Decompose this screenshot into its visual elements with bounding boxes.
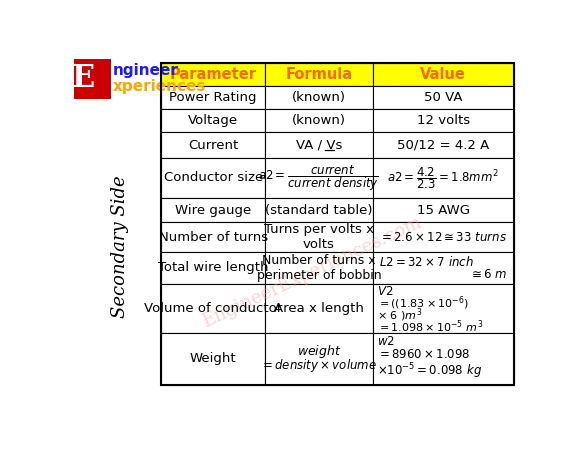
Bar — [265, 222, 373, 252]
Bar — [161, 158, 265, 198]
Bar — [161, 86, 265, 109]
Text: $= ((1.83 \times 10^{-6})$: $= ((1.83 \times 10^{-6})$ — [377, 295, 469, 312]
Text: Current: Current — [188, 138, 238, 152]
Text: Area x length: Area x length — [274, 302, 364, 315]
Bar — [373, 86, 514, 109]
Bar — [161, 222, 265, 252]
Text: $w2$: $w2$ — [377, 335, 395, 348]
Text: Formula: Formula — [285, 67, 353, 82]
Text: (standard table): (standard table) — [265, 204, 373, 217]
Text: 12 volts: 12 volts — [416, 114, 470, 128]
Bar — [265, 63, 373, 86]
Text: Voltage: Voltage — [188, 114, 238, 128]
Bar — [265, 158, 373, 198]
Text: 50 VA: 50 VA — [424, 91, 463, 104]
Bar — [373, 109, 514, 132]
Text: $\mathit{= density \times volume}$: $\mathit{= density \times volume}$ — [260, 357, 377, 374]
Text: $\mathit{weight}$: $\mathit{weight}$ — [297, 343, 341, 360]
Text: (known): (known) — [292, 91, 346, 104]
Text: $\mathit{a2} = \dfrac{\mathit{current}}{\mathit{current\ density}}$: $\mathit{a2} = \dfrac{\mathit{current}}{… — [259, 163, 380, 192]
Bar — [161, 333, 265, 385]
Bar — [265, 109, 373, 132]
Bar — [161, 109, 265, 132]
Bar — [373, 63, 514, 86]
Text: $a2 = \dfrac{4.2}{2.3} = 1.8mm^2$: $a2 = \dfrac{4.2}{2.3} = 1.8mm^2$ — [387, 165, 499, 191]
Text: VA / Vs: VA / Vs — [295, 138, 342, 152]
Bar — [265, 333, 373, 385]
Text: Weight: Weight — [190, 352, 237, 365]
Text: Total wire length: Total wire length — [158, 261, 268, 274]
Text: $\times\ 6\ )m^3$: $\times\ 6\ )m^3$ — [377, 307, 423, 324]
Bar — [373, 198, 514, 222]
Text: $= 1.098 \times 10^{-5}\ m^3$: $= 1.098 \times 10^{-5}\ m^3$ — [377, 319, 484, 336]
Text: Secondary Side: Secondary Side — [111, 176, 130, 319]
Bar — [161, 198, 265, 222]
Bar — [161, 63, 265, 86]
Bar — [161, 284, 265, 333]
Text: Volume of conductor: Volume of conductor — [144, 302, 282, 315]
Text: Wire gauge: Wire gauge — [175, 204, 251, 217]
Text: E: E — [71, 63, 94, 94]
Text: (known): (known) — [292, 114, 346, 128]
Text: Value: Value — [420, 67, 466, 82]
Text: xperiences: xperiences — [112, 79, 206, 94]
Text: 50/12 = 4.2 A: 50/12 = 4.2 A — [397, 138, 490, 152]
Bar — [265, 284, 373, 333]
Text: $V2$: $V2$ — [377, 285, 394, 298]
Bar — [373, 222, 514, 252]
Text: Parameter: Parameter — [170, 67, 257, 82]
Text: $\cong 6\ \mathit{m}$: $\cong 6\ \mathit{m}$ — [469, 267, 507, 281]
Text: $= 8960 \times 1.098$: $= 8960 \times 1.098$ — [377, 348, 471, 362]
Bar — [74, 59, 111, 99]
Bar — [161, 63, 514, 385]
Text: Turns per volts x
volts: Turns per volts x volts — [264, 223, 374, 251]
Bar — [265, 198, 373, 222]
Text: Power Rating: Power Rating — [169, 91, 257, 104]
Bar — [161, 252, 265, 284]
Text: $= 2.6 \times 12 \cong 33\ \mathit{turns}$: $= 2.6 \times 12 \cong 33\ \mathit{turns… — [379, 230, 507, 244]
Bar — [373, 284, 514, 333]
Text: EngineerExperiences.com: EngineerExperiences.com — [200, 214, 425, 331]
Text: Conductor size: Conductor size — [164, 171, 263, 184]
Bar — [265, 86, 373, 109]
Text: Number of turns: Number of turns — [158, 230, 268, 244]
Bar — [373, 252, 514, 284]
Text: $L2 = 32 \times 7\ \mathit{inch}$: $L2 = 32 \times 7\ \mathit{inch}$ — [379, 255, 474, 270]
Bar — [373, 132, 514, 158]
Text: 15 AWG: 15 AWG — [416, 204, 469, 217]
Bar — [373, 333, 514, 385]
Bar — [265, 252, 373, 284]
Bar — [265, 132, 373, 158]
Text: $\times 10^{-5} = 0.098\ kg$: $\times 10^{-5} = 0.098\ kg$ — [377, 361, 483, 381]
Text: ngineer: ngineer — [112, 63, 178, 78]
Text: Number of turns x
perimeter of bobbin: Number of turns x perimeter of bobbin — [257, 254, 381, 282]
Bar — [161, 132, 265, 158]
Bar — [373, 158, 514, 198]
